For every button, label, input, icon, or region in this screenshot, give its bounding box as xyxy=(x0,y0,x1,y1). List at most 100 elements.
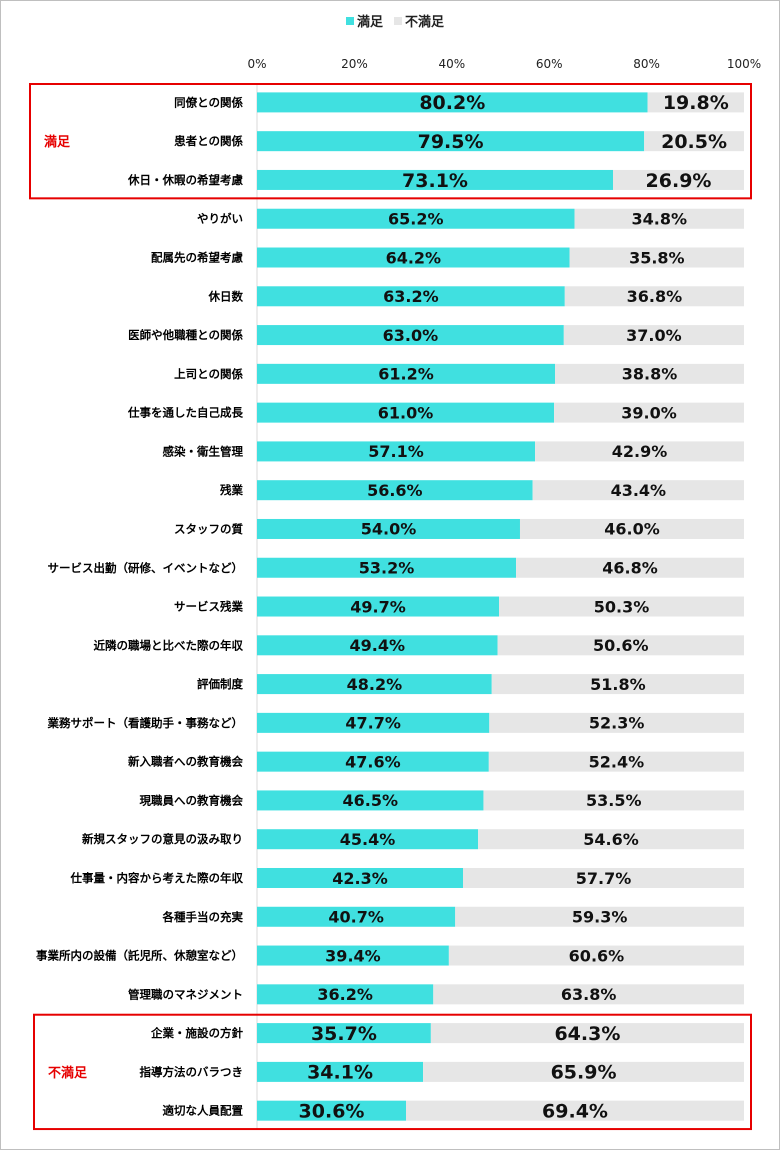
data-label-satisfied: 39.4% xyxy=(325,946,381,965)
data-label-satisfied: 30.6% xyxy=(299,1101,365,1123)
data-label-dissatisfied: 51.8% xyxy=(590,675,646,694)
category-label: 新規スタッフの意見の汲み取り xyxy=(82,832,243,846)
data-label-dissatisfied: 65.9% xyxy=(551,1062,617,1084)
category-label: 休日・休暇の希望考慮 xyxy=(127,173,243,187)
data-label-dissatisfied: 38.8% xyxy=(622,365,678,384)
data-label-satisfied: 35.7% xyxy=(311,1023,377,1045)
bar-dissatisfied xyxy=(499,596,744,617)
category-label: 管理職のマネジメント xyxy=(128,987,243,1001)
category-label: 現職員への教育機会 xyxy=(140,793,244,807)
category-label: 配属先の希望考慮 xyxy=(151,251,243,265)
bar-dissatisfied xyxy=(423,1061,744,1082)
bar-dissatisfied xyxy=(644,131,744,152)
bar-satisfied xyxy=(257,906,456,927)
bar-dissatisfied xyxy=(489,712,744,733)
data-label-satisfied: 47.6% xyxy=(345,752,401,771)
category-label: 事業所内の設備（託児所、休憩室など） xyxy=(36,949,243,963)
bar-dissatisfied xyxy=(448,945,744,966)
category-label: 新入職者への教育機会 xyxy=(128,755,243,769)
data-label-satisfied: 63.0% xyxy=(383,326,439,345)
bar-dissatisfied xyxy=(478,829,744,850)
category-label: 企業・施設の方針 xyxy=(150,1026,243,1040)
data-label-dissatisfied: 20.5% xyxy=(661,131,727,153)
bar-satisfied xyxy=(257,131,645,152)
data-label-satisfied: 46.5% xyxy=(342,791,398,810)
data-label-dissatisfied: 52.4% xyxy=(589,752,645,771)
data-label-satisfied: 48.2% xyxy=(347,675,403,694)
bar-dissatisfied xyxy=(406,1100,744,1121)
bar-dissatisfied xyxy=(516,557,744,578)
bar-satisfied xyxy=(257,712,490,733)
data-label-dissatisfied: 19.8% xyxy=(663,92,729,114)
data-label-dissatisfied: 60.6% xyxy=(569,946,625,965)
highlight-group-box xyxy=(29,83,752,200)
data-label-satisfied: 56.6% xyxy=(367,481,423,500)
bar-dissatisfied xyxy=(519,518,744,539)
data-label-satisfied: 40.7% xyxy=(328,908,384,927)
data-label-dissatisfied: 26.9% xyxy=(646,170,712,192)
data-label-dissatisfied: 63.8% xyxy=(561,985,617,1004)
data-label-satisfied: 42.3% xyxy=(332,869,388,888)
bar-satisfied xyxy=(257,402,555,423)
data-label-dissatisfied: 69.4% xyxy=(542,1101,608,1123)
bar-satisfied xyxy=(257,751,489,772)
data-label-satisfied: 73.1% xyxy=(402,170,468,192)
data-label-dissatisfied: 52.3% xyxy=(589,714,645,733)
bar-satisfied xyxy=(257,92,648,113)
x-tick-label: 60% xyxy=(536,57,563,71)
category-label: 患者との関係 xyxy=(174,134,243,148)
data-label-dissatisfied: 36.8% xyxy=(627,287,683,306)
bar-satisfied xyxy=(257,363,556,384)
bar-dissatisfied xyxy=(564,286,744,307)
data-label-dissatisfied: 43.4% xyxy=(611,481,667,500)
bar-satisfied xyxy=(257,1061,424,1082)
category-label: サービス残業 xyxy=(174,600,243,614)
category-label: 残業 xyxy=(220,483,243,497)
data-label-satisfied: 65.2% xyxy=(388,209,444,228)
data-label-satisfied: 36.2% xyxy=(317,985,373,1004)
data-label-satisfied: 63.2% xyxy=(383,287,439,306)
bar-dissatisfied xyxy=(535,441,744,462)
bar-satisfied xyxy=(257,169,613,190)
data-label-dissatisfied: 35.8% xyxy=(629,248,685,267)
bar-dissatisfied xyxy=(612,169,744,190)
data-label-dissatisfied: 46.8% xyxy=(602,559,658,578)
bar-dissatisfied xyxy=(488,751,744,772)
data-label-dissatisfied: 46.0% xyxy=(604,520,660,539)
bar-satisfied xyxy=(257,208,575,229)
bar-satisfied xyxy=(257,945,449,966)
legend-label-satisfied: 満足 xyxy=(357,14,384,30)
bar-satisfied xyxy=(257,247,570,268)
category-label: 各種手当の充実 xyxy=(162,910,244,924)
x-tick-label: 40% xyxy=(438,57,465,71)
bar-dissatisfied xyxy=(463,867,744,888)
bar-dissatisfied xyxy=(497,635,744,656)
category-label: スタッフの質 xyxy=(174,522,243,536)
data-label-satisfied: 61.2% xyxy=(378,365,434,384)
data-label-satisfied: 49.7% xyxy=(350,597,406,616)
data-label-satisfied: 57.1% xyxy=(368,442,424,461)
bar-satisfied xyxy=(257,480,533,501)
bar-satisfied xyxy=(257,674,492,695)
bar-dissatisfied xyxy=(483,790,744,811)
legend-swatch-satisfied xyxy=(346,17,354,25)
bar-satisfied xyxy=(257,286,565,307)
category-label: 感染・衛生管理 xyxy=(163,444,244,458)
x-tick-label: 100% xyxy=(727,57,761,71)
data-label-dissatisfied: 59.3% xyxy=(572,908,628,927)
highlight-group-label: 満足 xyxy=(44,134,71,150)
bar-satisfied xyxy=(257,596,500,617)
bar-satisfied xyxy=(257,1023,431,1044)
bar-satisfied xyxy=(257,441,536,462)
bar-satisfied xyxy=(257,557,517,578)
x-tick-label: 20% xyxy=(341,57,368,71)
category-label: 指導方法のバラつき xyxy=(140,1065,244,1079)
data-label-satisfied: 34.1% xyxy=(307,1062,373,1084)
bar-satisfied xyxy=(257,635,498,656)
legend-label-dissatisfied: 不満足 xyxy=(405,14,445,30)
data-label-dissatisfied: 54.6% xyxy=(583,830,639,849)
data-label-dissatisfied: 53.5% xyxy=(586,791,642,810)
x-tick-label: 0% xyxy=(247,57,266,71)
